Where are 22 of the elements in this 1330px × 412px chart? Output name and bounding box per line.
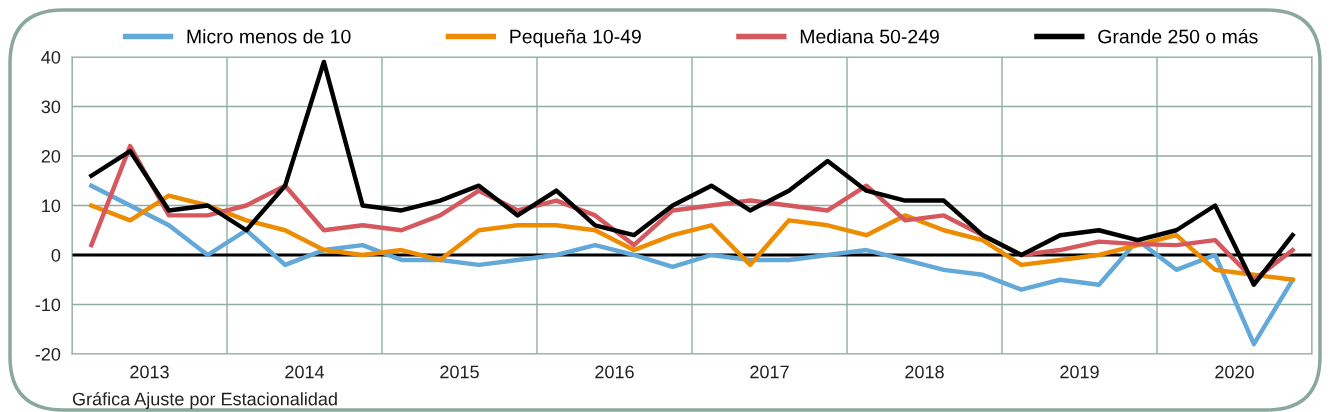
y-tick-label: 30 [41,100,61,114]
x-tick-label: 2013 [130,365,169,379]
y-tick-label: 10 [42,199,61,213]
x-tick-label: 2020 [1215,365,1254,379]
line-series [89,183,1295,347]
text: Gráfica Ajuste por Estacionalidad [72,391,337,409]
y-tick-label: -20 [35,347,61,361]
x-tick-label: 2014 [285,365,325,379]
legend-label: Grande 250 o más [1098,28,1258,44]
line-series [89,193,1295,282]
y-tick-label: 0 [51,248,61,262]
x-tick-label: 2015 [440,365,479,379]
legend-label: Micro menos de 10 [187,29,351,44]
x-tick-label: 2016 [595,365,634,379]
x-tick-label: 2018 [905,365,944,379]
y-tick-label: -10 [35,298,61,312]
y-tick-label: 20 [41,149,61,163]
x-tick-label: 2017 [750,365,789,379]
y-tick-label: 40 [41,50,61,64]
legend-label: Pequeña 10-49 [510,29,641,48]
legend-label: Mediana 50-249 [800,29,939,44]
x-tick-label: 2019 [1060,365,1099,379]
